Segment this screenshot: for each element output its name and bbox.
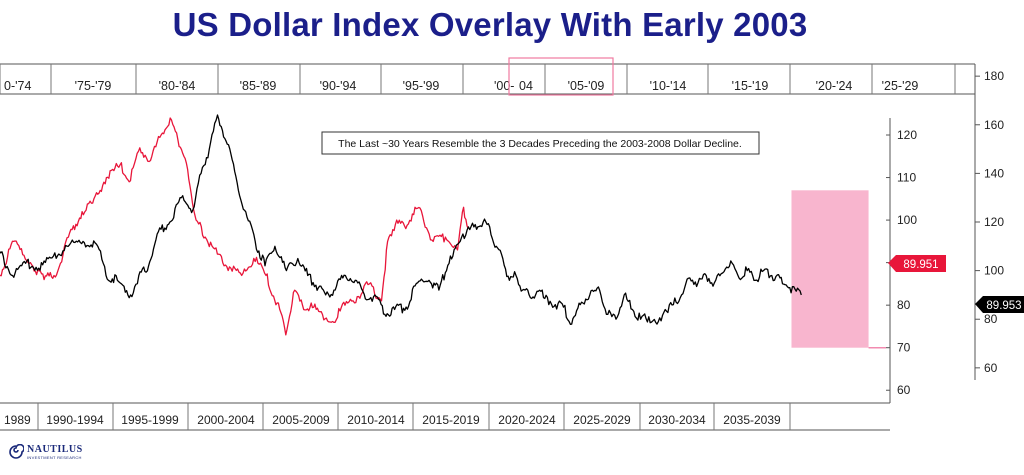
top-axis-labels: 0-'74 '75-'79 '80-'84 '85-'89 '90-'94 '95-'99… [4,79,918,93]
top-axis-label: '25-'29 [882,79,919,93]
bottom-axis-labels: 1989 1990-1994 1995-1999 2000-2004 2005-2009… [4,413,781,427]
inner-right-axis: 60708090100110120 [886,118,917,403]
chart-title: US Dollar Index Overlay With Early 2003 [172,6,808,43]
outer-axis-label: 120 [984,215,1004,229]
top-axis-label: '10-'14 [650,79,687,93]
top-axis-label: '00- [494,79,514,93]
bottom-axis-label: 2030-2034 [648,413,706,427]
inner-axis-label: 60 [897,383,911,397]
bottom-axis-ticks [37,403,791,430]
last-value-black-label: 89.953 [986,300,1021,312]
series-black-line [0,114,802,326]
top-axis-ticks [0,64,956,94]
logo-subtitle: INVESTMENT RESEARCH [27,454,82,460]
inner-axis-label: 70 [897,341,911,355]
top-axis-label: '85-'89 [240,79,277,93]
logo: NAUTILUS INVESTMENT RESEARCH [8,444,83,460]
top-axis-label: '05-'09 [568,79,605,93]
last-value-black-tag [975,296,1024,313]
outer-axis-label: 160 [984,118,1004,132]
era-highlight-box [508,57,614,96]
logo-wordmark: NAUTILUS [27,443,83,455]
annotation-box: The Last ~30 Years Resemble the 3 Decade… [321,131,760,155]
bottom-axis-label: 2035-2039 [723,413,781,427]
top-axis-label: '90-'94 [320,79,357,93]
bottom-axis: 1989 1990-1994 1995-1999 2000-2004 2005-2009… [0,402,890,431]
inner-axis-label: 120 [897,128,917,142]
outer-axis-ticks: 60 80 100 120 140 160 180 [975,69,1004,375]
bottom-axis-label: 2000-2004 [197,413,255,427]
top-axis: 0-'74 '75-'79 '80-'84 '85-'89 '90-'94 '95-'99… [0,57,975,96]
top-axis-label: '15-'19 [732,79,769,93]
annotation-frame [321,131,760,155]
last-value-red-tag [888,255,946,272]
inner-axis-label: 80 [897,298,911,312]
top-axis-label: 04 [519,79,533,93]
inner-axis-ticks: 60708090100110120 [886,128,917,397]
top-axis-label: 0-'74 [4,79,31,93]
top-axis-label: '20-'24 [816,79,853,93]
outer-right-axis: 60 80 100 120 140 160 180 [974,64,1004,380]
bottom-axis-label: 2025-2029 [573,413,631,427]
outer-axis-label: 60 [984,361,998,375]
top-axis-label: '95-'99 [403,79,440,93]
nautilus-shell-icon [9,444,24,459]
inner-axis-label: 110 [897,171,916,185]
top-axis-label: '75-'79 [75,79,112,93]
outer-axis-label: 180 [984,69,1004,83]
bottom-axis-label: 2005-2009 [272,413,330,427]
bottom-axis-label: 2015-2019 [422,413,480,427]
bottom-axis-label: 2010-2014 [347,413,405,427]
bottom-axis-label: 2020-2024 [498,413,556,427]
bottom-axis-label: 1989 [4,413,31,427]
last-value-red-label: 89.951 [903,259,938,271]
top-axis-label: '80-'84 [159,79,196,93]
bottom-axis-label: 1990-1994 [46,413,104,427]
annotation-text: The Last ~30 Years Resemble the 3 Decade… [338,138,742,150]
outer-axis-label: 140 [984,166,1004,180]
inner-axis-label: 100 [897,213,917,227]
bottom-axis-label: 1995-1999 [121,413,179,427]
decline-window-shade [791,190,869,348]
series-red-line [0,117,469,336]
outer-axis-label: 80 [984,312,998,326]
last-value-red: 89.951 [888,255,946,272]
outer-axis-label: 100 [984,264,1004,278]
last-value-black: 89.953 [975,296,1024,313]
